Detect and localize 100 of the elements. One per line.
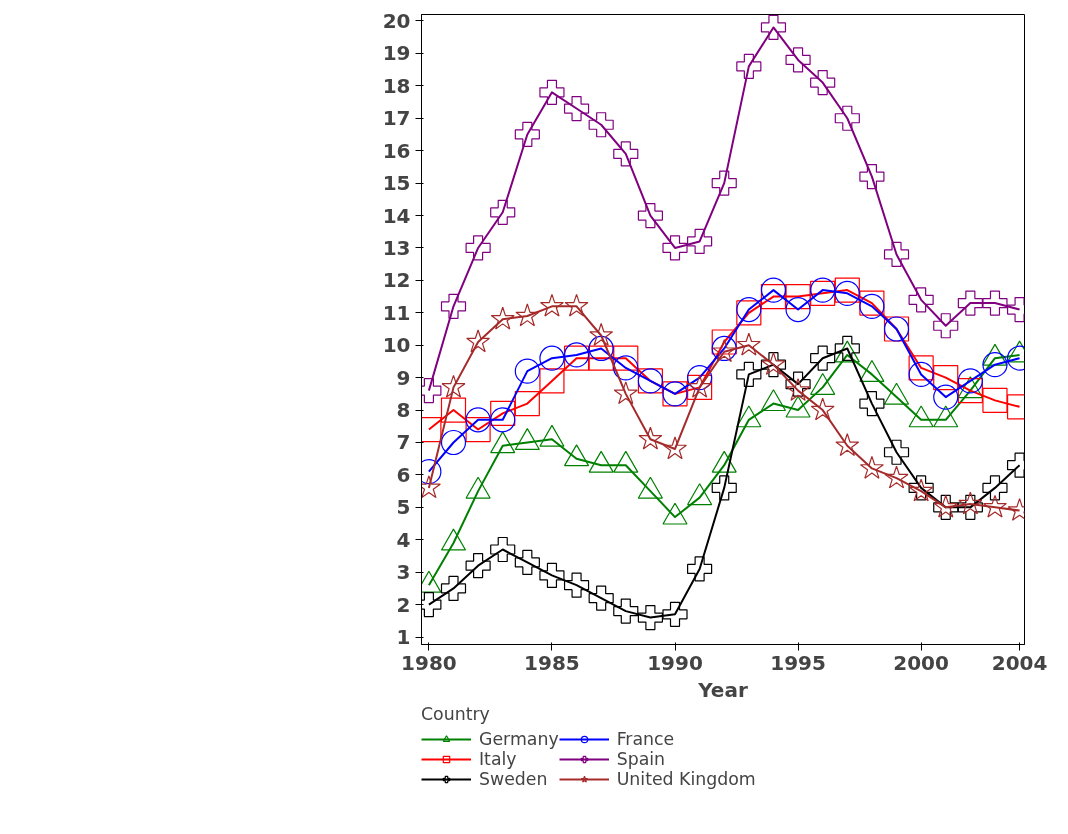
point <box>687 228 713 255</box>
point <box>957 368 983 394</box>
y-tick-label: 17 <box>382 106 411 131</box>
point <box>957 378 983 404</box>
point <box>490 536 516 563</box>
point <box>637 202 663 229</box>
point <box>539 562 565 589</box>
point <box>711 170 737 196</box>
point <box>834 335 860 362</box>
point <box>514 358 540 384</box>
point <box>982 352 1008 378</box>
x-axis-title: Year <box>697 677 748 702</box>
point <box>982 387 1008 413</box>
point <box>933 365 959 391</box>
y-tick-label: 9 <box>396 365 411 390</box>
point <box>490 400 516 426</box>
x-tick-label: 1990 <box>647 650 703 675</box>
y-tick-label: 18 <box>382 73 411 98</box>
point <box>514 121 540 148</box>
y-tick-label: 1 <box>396 625 411 650</box>
y-tick-label: 8 <box>396 398 411 423</box>
point <box>982 290 1008 316</box>
point <box>810 345 836 371</box>
point <box>834 105 860 131</box>
point <box>908 361 934 387</box>
point <box>883 241 910 268</box>
x-tick-label: 2004 <box>991 650 1048 675</box>
point <box>785 283 811 310</box>
point <box>637 604 663 631</box>
point <box>958 491 983 515</box>
y-tick-label: 10 <box>382 333 411 358</box>
point <box>589 322 614 346</box>
point <box>465 553 491 579</box>
point <box>588 112 614 138</box>
y-tick-label: 2 <box>396 592 411 617</box>
point <box>711 475 737 501</box>
point <box>711 329 737 355</box>
legend-label: Italy <box>479 749 517 769</box>
legend-title: Country <box>421 704 491 724</box>
point <box>883 439 910 465</box>
y-tick-label: 7 <box>396 430 411 455</box>
point <box>539 368 565 394</box>
point <box>810 397 835 421</box>
x-tick-label: 1980 <box>401 650 457 675</box>
y-tick-label: 15 <box>382 171 411 196</box>
point <box>662 436 688 460</box>
point <box>613 141 639 167</box>
point <box>490 306 515 330</box>
point <box>835 433 860 457</box>
y-tick-label: 3 <box>396 560 411 585</box>
point <box>588 585 614 611</box>
point <box>613 598 639 624</box>
point <box>908 287 934 313</box>
point <box>539 345 565 371</box>
point <box>514 390 540 417</box>
point <box>563 572 590 598</box>
point <box>957 494 983 520</box>
point <box>884 465 909 489</box>
point <box>957 290 983 316</box>
point <box>933 384 959 410</box>
point <box>440 429 467 456</box>
legend-label: Germany <box>479 729 559 749</box>
point <box>613 381 638 405</box>
point <box>908 355 934 381</box>
y-tick-label: 16 <box>382 138 411 163</box>
point <box>662 235 688 261</box>
x-tick-label: 1995 <box>770 650 826 675</box>
point <box>440 397 467 423</box>
point <box>687 556 713 582</box>
point <box>515 303 540 327</box>
point <box>465 407 491 433</box>
point <box>859 164 885 190</box>
point <box>662 601 688 627</box>
point <box>736 332 761 356</box>
y-tick-label: 11 <box>382 300 411 325</box>
y-tick-label: 20 <box>382 8 411 33</box>
point <box>613 355 639 381</box>
legend-label: France <box>616 729 675 749</box>
point <box>982 494 1007 518</box>
point <box>465 235 491 261</box>
point <box>539 293 564 317</box>
legend-label: Spain <box>616 749 666 769</box>
point <box>563 95 590 122</box>
point <box>490 199 516 225</box>
x-tick-label: 1985 <box>524 650 580 675</box>
point <box>564 293 589 317</box>
y-tick-label: 14 <box>382 203 411 228</box>
point <box>539 79 565 105</box>
point <box>933 313 959 339</box>
point <box>736 53 762 79</box>
point <box>440 575 467 602</box>
x-tick-label: 2000 <box>893 650 949 675</box>
legend-label: Sweden <box>479 769 548 789</box>
point <box>736 361 762 388</box>
y-tick-label: 5 <box>396 495 411 520</box>
y-tick-label: 12 <box>382 268 411 293</box>
point <box>859 455 884 479</box>
y-tick-label: 13 <box>382 235 411 260</box>
legend-label: United Kingdom <box>616 769 756 789</box>
point <box>440 293 467 319</box>
